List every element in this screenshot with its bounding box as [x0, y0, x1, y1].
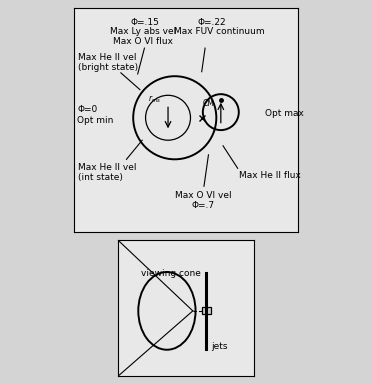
Bar [202, 308, 211, 314]
Text: viewing cone: viewing cone [141, 269, 201, 278]
Text: Max He II vel
(int state): Max He II vel (int state) [78, 163, 137, 182]
Text: jets: jets [211, 342, 228, 351]
Text: Max He II vel
(bright state): Max He II vel (bright state) [78, 53, 138, 72]
Text: Φ=.15: Φ=.15 [130, 18, 159, 27]
Text: Max He II flux: Max He II flux [239, 170, 301, 180]
Text: CM: CM [203, 99, 215, 108]
Text: Max FUV continuum: Max FUV continuum [174, 27, 265, 36]
Text: Max O VI vel
Φ=.7: Max O VI vel Φ=.7 [174, 191, 231, 210]
Text: Max Ly abs vel
Max O VI flux: Max Ly abs vel Max O VI flux [110, 27, 176, 46]
Text: Φ=0
Opt min: Φ=0 Opt min [77, 105, 113, 125]
Text: Φ=.22: Φ=.22 [198, 18, 226, 27]
Text: Opt max: Opt max [264, 109, 304, 118]
Text: $r_{ms}$: $r_{ms}$ [148, 94, 161, 105]
